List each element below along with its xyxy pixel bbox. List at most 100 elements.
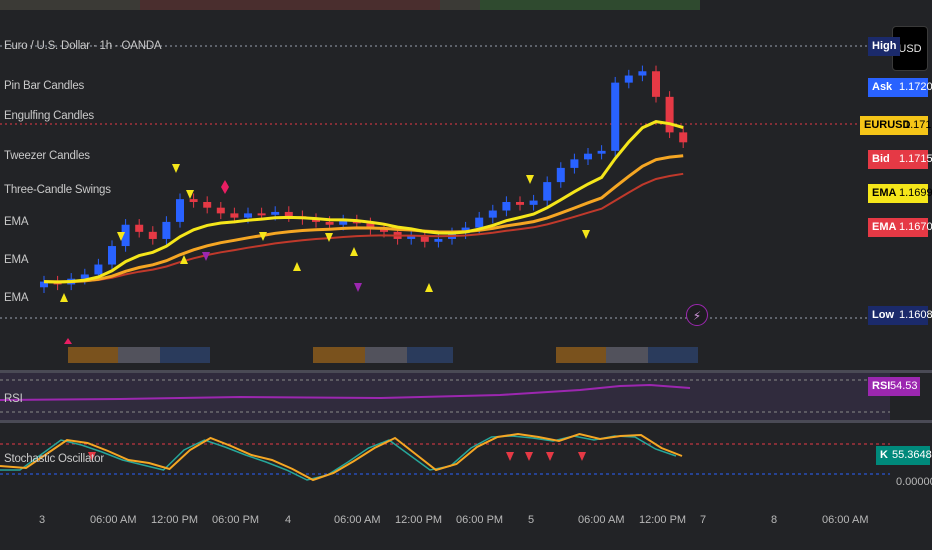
candle-body [203,202,212,208]
time-tick: 12:00 PM [639,514,687,526]
pattern-diamond [221,180,229,194]
candle-body [176,199,184,222]
candle-body [570,159,579,168]
stoch-signal-marker [88,452,96,461]
candle-body [652,71,660,97]
legend-ema-1[interactable]: EMA [4,216,29,228]
bullish-marker [425,283,433,292]
candle-body [556,167,565,183]
candle-body [420,236,429,242]
bearish-marker [259,232,267,241]
candle-body [339,220,348,225]
candle-body [216,207,225,214]
time-tick: 8 [771,514,778,526]
candle-body [135,224,144,232]
candle-body [40,281,48,288]
legend-engulfing[interactable]: Engulfing Candles [4,110,94,122]
legend-stochastic[interactable]: Stochastic Oscillator [4,453,104,465]
time-tick: 4 [285,514,292,526]
session-box [648,347,698,363]
session-box [118,347,160,363]
symbol-title[interactable]: Euro / U.S. Dollar · 1h · OANDA [4,40,162,52]
candle-body [284,211,293,217]
legend-pin-bar[interactable]: Pin Bar Candles [4,80,85,92]
legend-ema-3[interactable]: EMA [4,292,29,304]
bearish-marker [526,175,534,184]
candle-body [380,229,388,232]
panel-separator [0,370,932,373]
legend-three-candle[interactable]: Three-Candle Swings [4,184,111,196]
candle-body [543,182,552,201]
stoch-k-pill: K55.36481 [876,446,932,465]
session-box [556,347,606,363]
time-tick: 06:00 AM [334,514,381,526]
stoch-scale-zero: 0.00000 [896,476,932,488]
bearish-marker [325,233,333,242]
candle-body [516,202,524,205]
candle-body [189,199,198,202]
candle-body [148,231,157,239]
legend-rsi[interactable]: RSI [4,393,23,405]
rsi-pill: RSI 54.53 [868,377,920,396]
candle-body [80,274,89,279]
candle-body [597,150,606,154]
candle-body [325,221,334,225]
time-tick: 06:00 AM [90,514,137,526]
candle-body [584,153,592,160]
ema-mid-line [43,154,684,284]
session-box [365,347,407,363]
candle-body [366,223,375,229]
time-tick: 06:00 AM [822,514,869,526]
candle-body [638,71,647,76]
candle-body [271,211,280,215]
bullish-marker [180,255,188,264]
candle-body [121,224,130,247]
bearish-marker [582,230,590,239]
candle-body [108,246,116,265]
stoch-signal-marker [546,452,554,461]
candle-body [312,219,320,222]
time-tick: 7 [700,514,707,526]
legend-tweezer[interactable]: Tweezer Candles [4,150,90,162]
ema-slow-line [43,172,684,283]
session-box [407,347,453,363]
candle-body [679,132,688,143]
time-tick: 12:00 PM [395,514,443,526]
time-tick: 5 [528,514,535,526]
time-tick: 3 [39,514,46,526]
candle-body [434,238,443,242]
top-strip-segment [140,0,440,10]
top-strip-segment [480,0,700,10]
bullish-marker [60,293,68,302]
stoch-signal-marker [506,452,514,461]
swing-marker [202,252,210,261]
lightning-icon[interactable]: ⚡ [686,304,708,326]
candle-body [407,236,416,239]
legend-ema-2[interactable]: EMA [4,254,29,266]
time-tick: 12:00 PM [151,514,199,526]
stoch-signal-marker [525,452,533,461]
candle-body [665,96,674,133]
candle-body [244,213,252,218]
candle-body [94,264,103,275]
bullish-marker [350,247,358,256]
candle-body [257,213,266,216]
candle-body [529,200,538,205]
session-box [606,347,648,363]
session-box [313,347,365,363]
stoch-d-line [0,432,683,482]
time-tick: 06:00 PM [456,514,504,526]
bearish-marker [172,164,180,173]
pattern-marker [64,338,72,344]
stoch-signal-marker [578,452,586,461]
candle-body [488,210,497,218]
time-tick: 06:00 AM [578,514,625,526]
